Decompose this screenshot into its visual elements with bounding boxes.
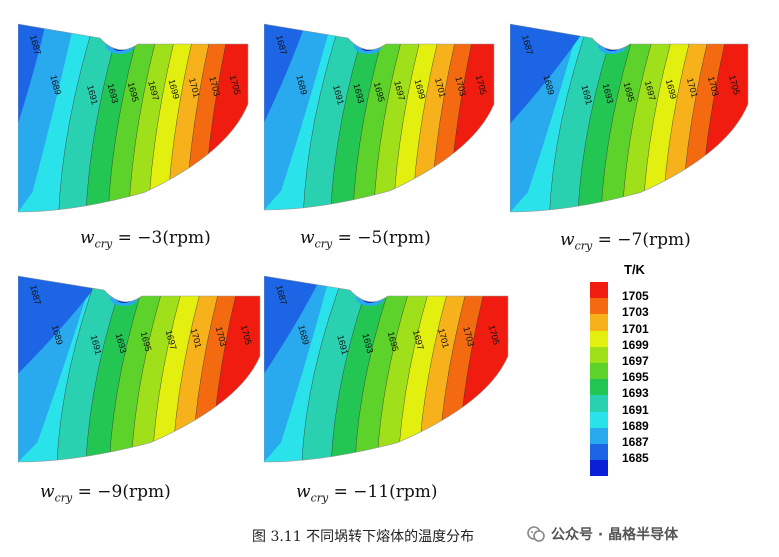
contour-label: 1693 [601,83,616,105]
contour-label: 1693 [105,83,120,105]
contour-label: 1699 [413,78,428,100]
colorbar-tick-label: 1691 [622,402,649,417]
crucible-outline [264,23,495,211]
colorbar-tick-label: 1705 [622,289,649,304]
contour-label: 1699 [167,78,182,100]
panel-4-caption: wcry = −9(rpm) [40,482,171,505]
colorbar-tick-label: 1689 [622,418,649,433]
crucible-outline [510,23,749,213]
contour-label: 1695 [372,81,387,103]
contour-label: 1697 [643,80,658,102]
colorbar-tick-label: 1703 [622,305,649,320]
contour-band [18,276,111,374]
wechat-icon [527,526,545,542]
contour-label: 1703 [453,75,468,97]
watermark-text: 公众号 · 晶格半导体 [551,527,679,543]
contour-label: 1703 [207,75,222,97]
colorbar-tick-label: 1685 [622,451,649,466]
contour-label: 1703 [706,75,721,97]
colorbar-tick-label: 1687 [622,435,649,449]
contour-band [264,24,309,123]
contour-label: 1695 [386,331,401,353]
contour-label: 1701 [189,327,204,349]
panel-4: 1687 1689 1691 1693 1695 1697 1701 1703 1705 [18,266,262,464]
contour-label: 1701 [436,327,451,349]
contour-label: 1703 [214,326,229,348]
panel-5-caption: wcry = −11(rpm) [296,482,438,505]
contour-band [18,24,48,124]
watermark: 公众号 · 晶格半导体 [527,524,678,544]
colorbar-tick-label: 1701 [622,321,649,336]
panel-2: 1687 1689 1691 1693 1695 1697 1699 1701 1703 1705 [264,16,496,214]
colorbar-tick-label: 1699 [622,337,649,352]
meniscus-region [106,38,134,54]
colorbar-tick-label: 1693 [622,386,649,401]
crucible-outline [18,275,261,463]
contour-label: 1695 [126,81,141,103]
contour-label: 1703 [461,326,476,348]
panel-3-caption: wcry = −7(rpm) [560,230,691,253]
meniscus-region [598,38,626,54]
crucible-outline [264,275,509,463]
contour-label: 1697 [146,80,161,102]
contour-band [510,24,594,124]
panel-2-caption: wcry = −5(rpm) [300,228,431,251]
crucible-outline [18,23,249,213]
colorbar-title: T/K [624,262,645,277]
contour-label: 1693 [114,332,129,354]
contour-label: 1695 [622,81,637,103]
contour-band [264,276,327,374]
meniscus-region [356,290,384,306]
contour-label: 1695 [139,331,154,353]
panel-3: 1687 1689 1691 1693 1695 1697 1699 1701 1703 1705 [510,16,750,214]
panel-5: 1687 1689 1691 1693 1695 1697 1701 1703 1705 [264,266,510,464]
panel-1-caption: wcry = −3(rpm) [80,228,211,251]
contour-label: 1693 [360,332,375,354]
panel-1: 1687 1689 1691 1693 1695 1697 1699 1701 1703 1705 [18,16,250,214]
meniscus-region [354,38,382,54]
meniscus-region [110,290,138,306]
colorbar-tick-label: 1695 [622,370,649,385]
contour-label: 1697 [392,80,407,102]
contour-label: 1699 [664,78,679,100]
figure-caption: 图 3.11 不同埚转下熔体的温度分布 [252,529,475,545]
colorbar-tick-label: 1697 [622,354,649,368]
contour-label: 1693 [351,83,366,105]
